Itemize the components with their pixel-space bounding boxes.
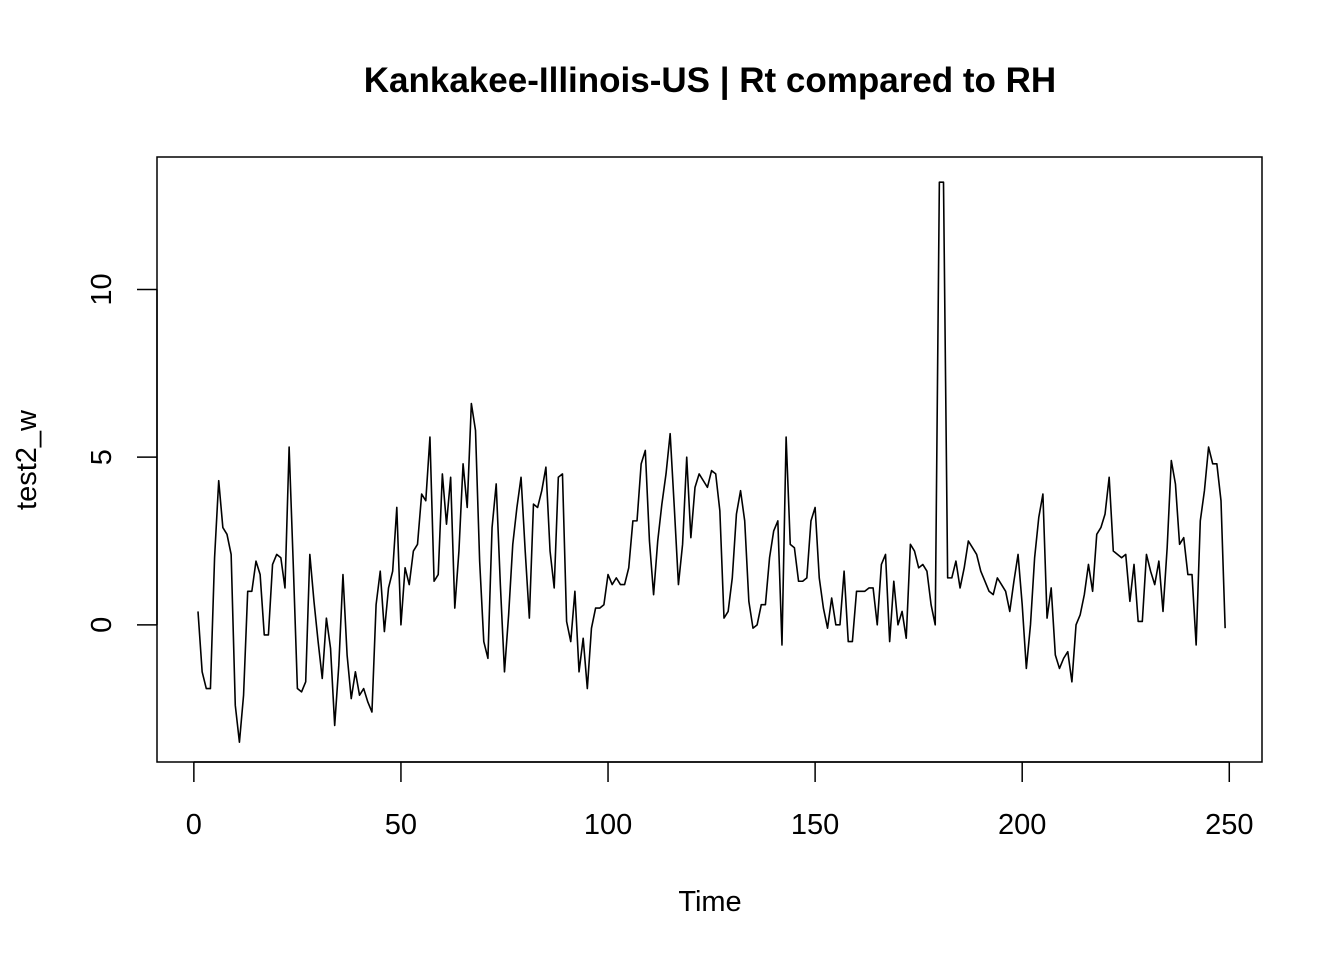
series-line	[197, 181, 1226, 744]
x-tick-label: 150	[791, 809, 839, 841]
x-tick-label: 250	[1205, 809, 1253, 841]
x-tick-label: 50	[385, 809, 417, 841]
y-axis-label: test2_w	[11, 409, 43, 510]
x-axis: 0 50 100 150 200 250	[186, 761, 1253, 841]
y-tick-label: 5	[86, 449, 118, 465]
x-tick-label: 100	[584, 809, 632, 841]
x-axis-label: Time	[678, 886, 741, 918]
y-axis: 0 5 10	[86, 273, 158, 633]
x-tick-label: 200	[998, 809, 1046, 841]
x-tick-label: 0	[186, 809, 202, 841]
y-tick-label: 0	[86, 617, 118, 633]
y-tick-label: 10	[86, 273, 118, 305]
chart-title: Kankakee-Illinois-US | Rt compared to RH	[364, 61, 1056, 100]
